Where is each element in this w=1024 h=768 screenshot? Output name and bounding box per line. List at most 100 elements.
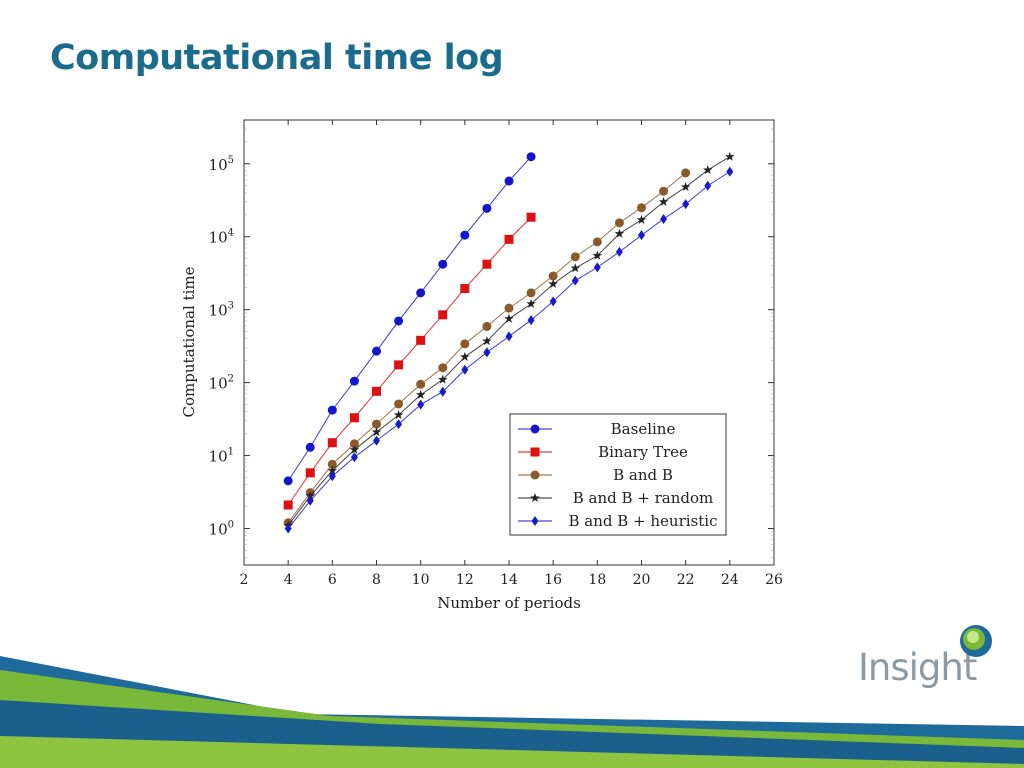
data-point-b-and-b-heuristic: [638, 230, 645, 241]
data-point-b-and-b-random: [460, 351, 470, 361]
data-point-b-and-b: [614, 218, 624, 228]
data-point-b-and-b-heuristic: [704, 180, 712, 191]
y-tick-label: 104: [209, 228, 234, 247]
data-point-b-and-b: [504, 303, 514, 313]
x-tick-label: 26: [765, 572, 783, 588]
data-point-b-and-b-random: [526, 298, 536, 308]
series-binary-tree: [283, 212, 536, 510]
series-b-and-b-heuristic: [284, 166, 734, 534]
data-point-baseline: [305, 442, 315, 452]
legend-label: B and B + heuristic: [569, 512, 718, 530]
legend-marker: [530, 493, 540, 503]
data-point-b-and-b: [681, 168, 691, 178]
data-point-b-and-b-heuristic: [726, 166, 734, 177]
data-point-baseline: [416, 288, 426, 298]
data-point-b-and-b-random: [482, 336, 492, 346]
data-point-binary-tree: [438, 310, 448, 320]
legend-label: B and B: [613, 466, 673, 484]
data-point-b-and-b-random: [658, 196, 669, 206]
data-point-binary-tree: [327, 438, 337, 448]
data-point-b-and-b-random: [504, 313, 514, 323]
series-baseline: [283, 152, 536, 486]
data-point-baseline: [482, 203, 492, 213]
footer-wave-band: [0, 656, 1024, 768]
x-tick-label: 24: [721, 572, 739, 588]
y-axis-label: Computational time: [180, 266, 198, 417]
data-point-b-and-b-heuristic: [417, 399, 425, 410]
data-point-b-and-b-heuristic: [483, 347, 491, 358]
legend-label: Binary Tree: [598, 443, 688, 461]
data-point-b-and-b-random: [636, 214, 647, 224]
x-tick-label: 12: [456, 572, 474, 588]
data-point-b-and-b-random: [349, 444, 360, 454]
data-point-b-and-b: [372, 419, 381, 429]
data-point-b-and-b-random: [393, 409, 404, 420]
y-tick-label: 103: [209, 301, 234, 320]
data-point-b-and-b-random: [548, 278, 558, 289]
legend-marker: [531, 516, 539, 526]
legend-label: B and B + random: [573, 489, 714, 507]
series-line-baseline: [287, 156, 532, 482]
data-point-b-and-b-heuristic: [350, 452, 358, 463]
x-tick-label: 10: [412, 572, 430, 588]
data-point-b-and-b-random: [371, 427, 382, 437]
data-point-binary-tree: [482, 259, 492, 269]
legend-label: Baseline: [611, 420, 676, 438]
data-point-baseline: [372, 346, 381, 356]
slide-title: Computational time log: [50, 38, 504, 78]
data-point-b-and-b-random: [437, 374, 448, 384]
data-point-b-and-b: [416, 379, 426, 389]
x-tick-label: 14: [500, 572, 518, 588]
x-tick-label: 2: [240, 572, 249, 588]
data-point-b-and-b: [592, 237, 602, 247]
data-point-binary-tree: [349, 413, 359, 423]
data-point-baseline: [438, 259, 448, 269]
data-point-b-and-b: [438, 363, 448, 373]
data-point-baseline: [526, 152, 536, 162]
insight-logo-text: Insight: [858, 646, 977, 689]
x-tick-label: 20: [633, 572, 651, 588]
data-point-baseline: [283, 476, 293, 486]
data-point-b-and-b-heuristic: [505, 331, 513, 342]
data-point-binary-tree: [460, 284, 470, 294]
data-point-b-and-b-heuristic: [549, 296, 557, 307]
data-point-baseline: [349, 376, 359, 386]
data-point-binary-tree: [372, 386, 381, 396]
x-tick-label: 22: [677, 572, 695, 588]
data-point-baseline: [327, 405, 337, 415]
data-point-b-and-b-heuristic: [439, 386, 447, 397]
data-point-b-and-b: [570, 252, 580, 262]
data-point-b-and-b: [637, 203, 646, 213]
series-line-binary-tree: [287, 216, 532, 506]
data-point-b-and-b: [526, 288, 536, 298]
data-point-baseline: [394, 316, 404, 326]
data-point-b-and-b-heuristic: [615, 246, 623, 257]
data-point-b-and-b-random: [592, 250, 603, 260]
data-point-b-and-b-heuristic: [373, 435, 380, 446]
x-tick-label: 16: [544, 572, 562, 588]
x-tick-label: 4: [284, 572, 293, 588]
data-point-b-and-b-random: [725, 151, 735, 161]
data-point-b-and-b-random: [680, 182, 691, 192]
data-point-b-and-b: [548, 271, 558, 281]
data-point-b-and-b-heuristic: [306, 495, 314, 506]
data-point-binary-tree: [394, 360, 404, 370]
data-point-binary-tree: [305, 468, 315, 478]
legend-marker: [530, 447, 540, 457]
data-point-b-and-b-random: [614, 228, 625, 238]
x-tick-label: 6: [328, 572, 337, 588]
legend-marker: [530, 424, 540, 434]
y-tick-label: 100: [209, 520, 234, 539]
data-point-b-and-b-heuristic: [328, 471, 336, 482]
data-point-binary-tree: [504, 234, 514, 244]
data-point-b-and-b: [659, 186, 669, 196]
data-point-b-and-b: [482, 321, 492, 331]
x-tick-label: 8: [372, 572, 381, 588]
data-point-binary-tree: [283, 500, 293, 510]
data-point-b-and-b-heuristic: [660, 213, 668, 224]
data-point-b-and-b-random: [702, 165, 713, 175]
x-axis-label: Number of periods: [437, 594, 581, 612]
data-point-b-and-b-heuristic: [571, 275, 579, 286]
data-point-binary-tree: [526, 212, 536, 222]
wave-green-lower: [0, 736, 1024, 768]
